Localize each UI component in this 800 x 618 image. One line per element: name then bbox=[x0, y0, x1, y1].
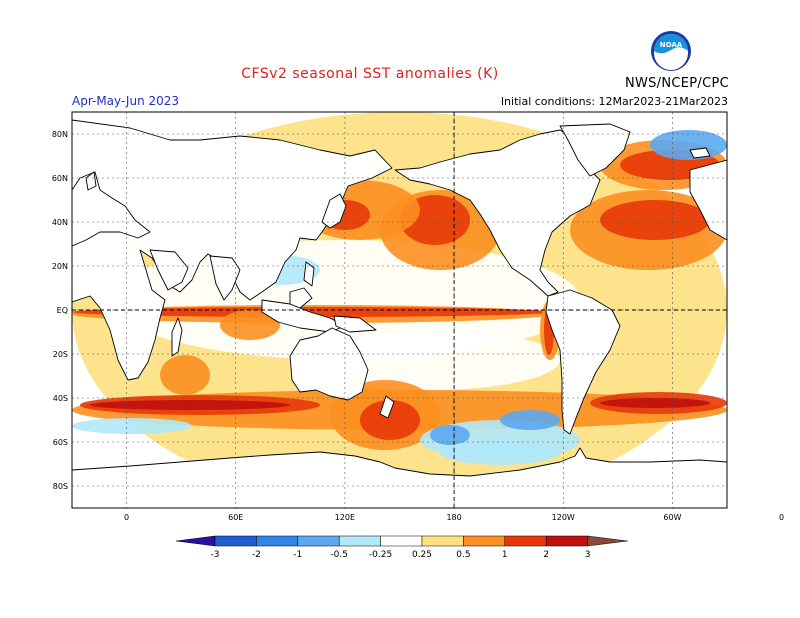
colorbar-level-label: -1 bbox=[293, 550, 302, 560]
borneo-outline bbox=[289, 287, 313, 309]
uk-outline bbox=[85, 171, 97, 191]
agency-label: NWS/NCEP/CPC bbox=[624, 76, 729, 91]
south-america-outline bbox=[545, 289, 621, 435]
map-border bbox=[71, 111, 728, 509]
colorbar-level-label: 0.25 bbox=[412, 550, 432, 560]
lat-tick-label: 80N bbox=[52, 130, 68, 139]
colorbar-segment bbox=[256, 535, 299, 547]
europe-outline bbox=[72, 171, 151, 247]
colorbar-level-label: -2 bbox=[252, 550, 261, 560]
colorbar-segment bbox=[421, 535, 464, 547]
noaa-logo-icon: NOAA bbox=[651, 31, 691, 71]
iceland-outline bbox=[689, 147, 711, 159]
colorbar-segment bbox=[297, 535, 340, 547]
colorbar-level-label: 1 bbox=[502, 550, 508, 560]
colorbar-segment bbox=[545, 535, 588, 547]
north-america-outline bbox=[394, 129, 601, 297]
lat-tick-label: 40S bbox=[53, 394, 68, 403]
colorbar-level-label: 0.5 bbox=[456, 550, 470, 560]
india-outline bbox=[209, 255, 241, 301]
lon-tick-label: 0 bbox=[124, 513, 129, 522]
map-title: CFSv2 seasonal SST anomalies (K) bbox=[241, 66, 499, 82]
colorbar-segment bbox=[504, 535, 547, 547]
lat-tick-label: 20S bbox=[53, 350, 68, 359]
lat-tick-label: 20N bbox=[52, 262, 68, 271]
greenland-outline bbox=[559, 123, 631, 177]
map-frame-content bbox=[72, 112, 727, 508]
initial-conditions: Initial conditions: 12Mar2023-21Mar2023 bbox=[500, 95, 728, 108]
colorbar-level-label: -0.25 bbox=[369, 550, 392, 560]
lon-tick-label: 180 bbox=[446, 513, 461, 522]
lon-tick-label: 60W bbox=[663, 513, 681, 522]
australia-outline bbox=[289, 327, 369, 401]
lat-tick-label: 40N bbox=[52, 218, 68, 227]
madagascar-outline bbox=[171, 317, 183, 357]
new-zealand-outline bbox=[379, 395, 395, 419]
graticule bbox=[72, 112, 727, 508]
forecast-period: Apr-May-Jun 2023 bbox=[72, 94, 180, 108]
axis-ticks: 80N 60N 40N 20N EQ 20S 40S 60S 80S 0 60E 120E 180 120… bbox=[52, 130, 784, 522]
philippines-outline bbox=[303, 261, 315, 287]
colorbar-legend: -3 -2 -1 -0.5 -0.25 0.25 0.5 1 2 3 bbox=[175, 535, 628, 560]
lon-tick-label: 120E bbox=[335, 513, 355, 522]
colorbar-level-label: 3 bbox=[585, 550, 591, 560]
colorbar-level-label: -0.5 bbox=[330, 550, 348, 560]
europe-east-outline bbox=[689, 159, 727, 241]
lat-tick-label: 60S bbox=[53, 438, 68, 447]
new-guinea-outline bbox=[333, 315, 377, 333]
lat-tick-label: EQ bbox=[57, 306, 68, 315]
lon-tick-label: 120W bbox=[552, 513, 575, 522]
colorbar-arrow-high bbox=[587, 535, 628, 547]
lat-tick-label: 80S bbox=[53, 482, 68, 491]
colorbar-arrow-low bbox=[175, 535, 216, 547]
colorbar-segment bbox=[338, 535, 381, 547]
colorbar-level-label: -3 bbox=[211, 550, 220, 560]
colorbar-level-label: 2 bbox=[543, 550, 549, 560]
colorbar-segment bbox=[214, 535, 257, 547]
lon-tick-label: 60E bbox=[228, 513, 243, 522]
colorbar-segment bbox=[380, 535, 423, 547]
arabia-outline bbox=[149, 249, 189, 291]
logo-text: NOAA bbox=[660, 41, 683, 49]
lat-tick-label: 60N bbox=[52, 174, 68, 183]
lon-tick-label: 0 bbox=[779, 513, 784, 522]
colorbar-segment bbox=[463, 535, 506, 547]
